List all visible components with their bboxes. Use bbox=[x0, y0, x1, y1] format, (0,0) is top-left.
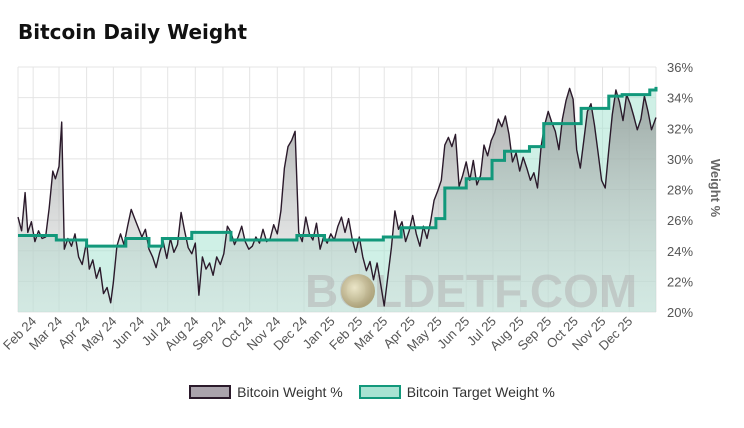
y-tick-label: 30% bbox=[667, 152, 693, 167]
x-tick-label: Jun 24 bbox=[109, 314, 147, 352]
y-tick-label: 32% bbox=[667, 121, 693, 136]
legend-item-target-weight[interactable]: Bitcoin Target Weight % bbox=[358, 384, 555, 400]
coin-logo-icon bbox=[341, 274, 375, 308]
legend-label-target-weight: Bitcoin Target Weight % bbox=[406, 384, 555, 400]
legend-label-bitcoin-weight: Bitcoin Weight % bbox=[237, 384, 343, 400]
legend-item-bitcoin-weight[interactable]: Bitcoin Weight % bbox=[189, 384, 343, 400]
legend-swatch-bitcoin-weight bbox=[189, 385, 232, 399]
y-tick-label: 34% bbox=[667, 91, 693, 106]
legend: Bitcoin Weight % Bitcoin Target Weight % bbox=[0, 384, 744, 400]
y-tick-label: 28% bbox=[667, 183, 693, 198]
chart-title: Bitcoin Daily Weight bbox=[18, 20, 248, 44]
y-tick-label: 24% bbox=[667, 244, 693, 259]
y-axis-label: Weight % bbox=[708, 159, 723, 218]
y-tick-label: 26% bbox=[667, 213, 693, 228]
y-tick-label: 20% bbox=[667, 305, 693, 320]
watermark: BOLDETF.COM bbox=[305, 265, 637, 317]
y-tick-label: 22% bbox=[667, 274, 693, 289]
target-weight-line bbox=[18, 86, 658, 248]
y-tick-label: 36% bbox=[667, 60, 693, 75]
legend-swatch-target-weight bbox=[358, 385, 401, 399]
bitcoin-weight-area bbox=[18, 88, 656, 313]
